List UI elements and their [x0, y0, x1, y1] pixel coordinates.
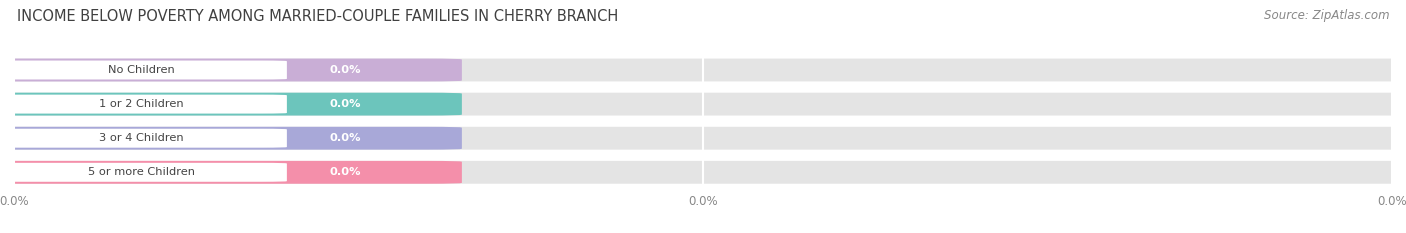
Text: INCOME BELOW POVERTY AMONG MARRIED-COUPLE FAMILIES IN CHERRY BRANCH: INCOME BELOW POVERTY AMONG MARRIED-COUPL… — [17, 9, 619, 24]
FancyBboxPatch shape — [0, 129, 287, 148]
FancyBboxPatch shape — [0, 61, 287, 79]
Text: 1 or 2 Children: 1 or 2 Children — [100, 99, 184, 109]
FancyBboxPatch shape — [0, 93, 461, 116]
Text: 0.0%: 0.0% — [329, 167, 360, 177]
FancyBboxPatch shape — [0, 161, 1406, 184]
Text: 3 or 4 Children: 3 or 4 Children — [100, 133, 184, 143]
Text: 5 or more Children: 5 or more Children — [89, 167, 195, 177]
Text: 0.0%: 0.0% — [329, 65, 360, 75]
FancyBboxPatch shape — [0, 58, 1406, 82]
FancyBboxPatch shape — [0, 161, 461, 184]
FancyBboxPatch shape — [0, 95, 287, 114]
Text: Source: ZipAtlas.com: Source: ZipAtlas.com — [1264, 9, 1389, 22]
FancyBboxPatch shape — [0, 127, 461, 150]
FancyBboxPatch shape — [0, 163, 287, 182]
Text: 0.0%: 0.0% — [329, 133, 360, 143]
Text: 0.0%: 0.0% — [329, 99, 360, 109]
FancyBboxPatch shape — [0, 93, 1406, 116]
FancyBboxPatch shape — [0, 127, 1406, 150]
Text: No Children: No Children — [108, 65, 174, 75]
FancyBboxPatch shape — [0, 58, 461, 82]
